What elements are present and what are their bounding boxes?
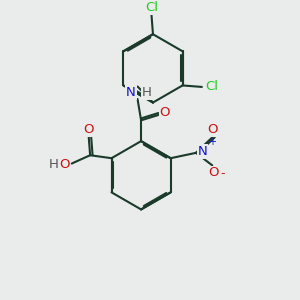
Text: N: N (198, 145, 207, 158)
Text: O: O (160, 106, 170, 118)
Text: O: O (207, 124, 217, 136)
Text: O: O (83, 123, 94, 136)
Text: O: O (59, 158, 70, 171)
Text: N: N (126, 86, 136, 99)
Text: H: H (142, 86, 152, 99)
Text: Cl: Cl (145, 1, 158, 14)
Text: -: - (220, 167, 225, 180)
Text: H: H (48, 158, 58, 171)
Text: Cl: Cl (205, 80, 218, 93)
Text: +: + (208, 137, 216, 147)
Text: O: O (208, 166, 219, 179)
